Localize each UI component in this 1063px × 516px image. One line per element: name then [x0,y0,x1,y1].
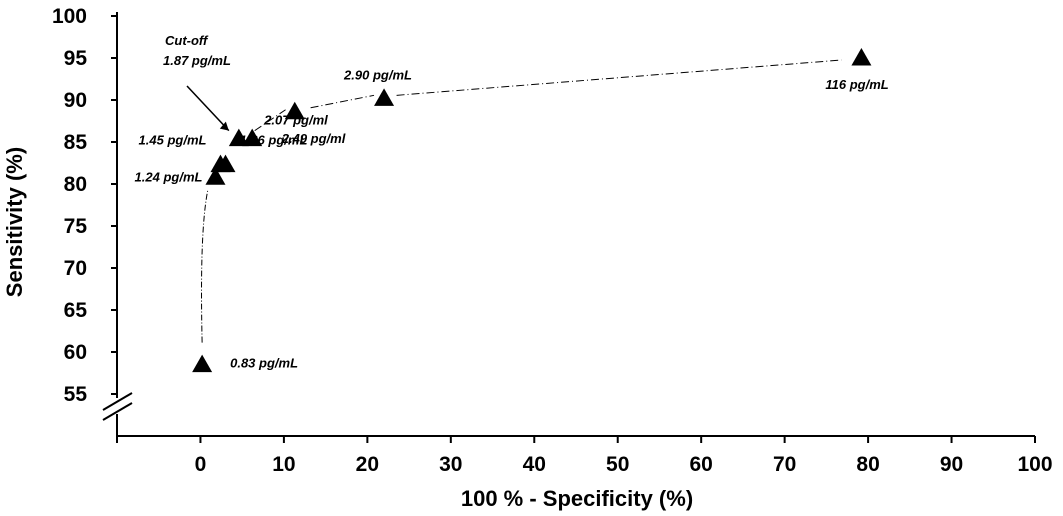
y-tick-label: 70 [64,257,87,280]
annotation-arrowhead [219,121,229,131]
point-label: 2.07 pg/ml [263,113,328,128]
point-label: 1.66 pg/mL [239,133,307,148]
point-labels: 0.83 pg/mL 1.24 pg/mL 1.45 pg/mL 1.66 pg/mL… [135,67,889,370]
y-tick-label: 55 [64,383,88,406]
y-tick-label: 100 [52,5,87,28]
x-tick-label: 20 [356,453,379,476]
y-tick-label: 95 [64,47,88,70]
point-label: 2.90 pg/mL [343,67,412,82]
data-point-triangle [228,128,249,147]
x-tick-label: 80 [856,453,879,476]
data-points [192,48,872,373]
y-tick-label: 60 [64,341,87,364]
data-point-triangle [192,354,213,373]
annotations: Cut-off 1.87 pg/mL [163,33,231,132]
x-tick-label: 40 [523,453,546,476]
roc-curve-segment [201,189,209,343]
point-label: 1.24 pg/mL [135,169,203,184]
point-label: 0.83 pg/mL [230,356,298,371]
axes: 0 10 20 30 40 50 60 70 80 90 100 55 60 65 70 75 80 85 90 95… [52,5,1053,476]
x-tick-label: 100 [1017,453,1052,476]
data-point-triangle [215,154,236,173]
x-tick-label: 30 [439,453,462,476]
y-tick-label: 85 [64,131,88,154]
x-tick-label: 10 [272,453,295,476]
x-tick-label: 70 [773,453,796,476]
y-axis-title: Sensitivity (%) [2,147,27,297]
annotation-cutoff: Cut-off [165,33,209,48]
data-point-triangle [284,101,305,120]
point-label: 116 pg/mL [825,77,888,92]
y-tick-label: 65 [64,299,88,322]
roc-curve-segment [254,59,842,132]
data-point-triangle [374,88,395,106]
x-tick-label: 90 [940,453,963,476]
data-point-triangle [205,167,226,185]
x-tick-label: 60 [690,453,713,476]
y-tick-label: 75 [64,215,88,238]
annotation-cutoff-value: 1.87 pg/mL [163,53,231,68]
y-tick-label: 80 [64,173,87,196]
annotation-arrow [186,85,230,132]
y-tick-label: 90 [64,89,87,112]
data-point-triangle [851,48,872,66]
axis-break-mark [102,392,133,411]
axis-break-mark [102,402,133,421]
point-label: 2.49 pg/ml [281,131,346,146]
roc-curve [201,59,842,343]
data-point-triangle [242,128,263,147]
x-tick-label: 0 [195,453,207,476]
x-axis-title: 100 % - Specificity (%) [461,486,693,511]
x-tick-label: 50 [606,453,629,476]
point-label: 1.45 pg/mL [139,133,207,148]
